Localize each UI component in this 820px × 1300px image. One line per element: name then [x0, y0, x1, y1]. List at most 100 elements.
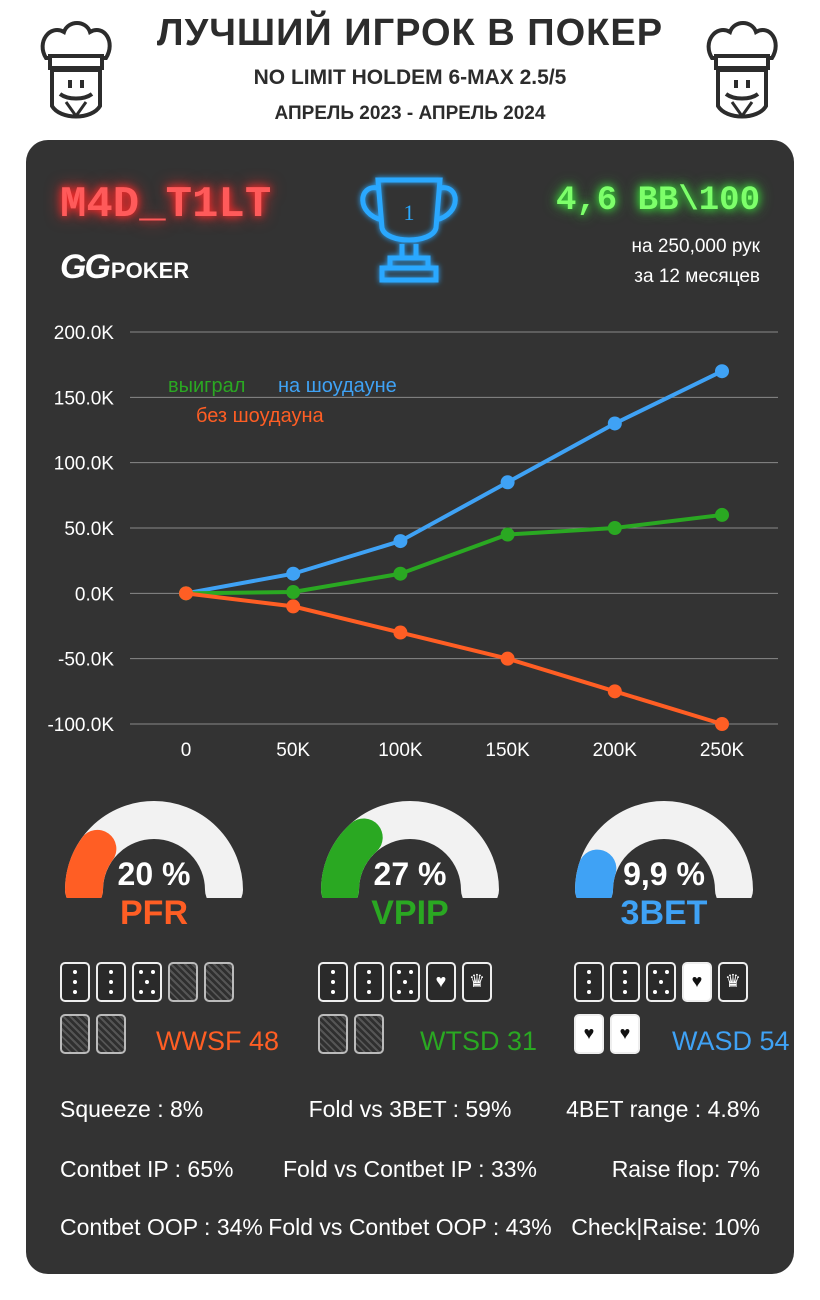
- data-point-won: [286, 585, 301, 600]
- card-five-icon: [132, 962, 162, 1002]
- card-heart-icon: ♥: [610, 1014, 640, 1054]
- y-tick-label: 50.0K: [64, 519, 114, 540]
- stat-squeeze: Squeeze : 8%: [60, 1096, 204, 1122]
- data-point-showdown: [500, 475, 515, 490]
- card-five-icon: [390, 962, 420, 1002]
- logo-gg: GG: [60, 248, 111, 286]
- logo-poker: POKER: [110, 258, 190, 283]
- legend-showdown: на шоудауне: [278, 375, 397, 397]
- stat-check-raise: Check|Raise: 10%: [571, 1214, 760, 1240]
- data-point-no_showdown: [179, 586, 193, 601]
- card-back-icon: [168, 962, 198, 1002]
- gauge-value: 27 %: [373, 856, 447, 892]
- metric-wtsd: WTSD 31: [420, 1026, 538, 1056]
- data-point-showdown: [607, 416, 622, 431]
- header: ЛУЧШИЙ ИГРОК В ПОКЕР NO LIMIT HOLDEM 6-M…: [0, 0, 820, 140]
- y-tick-label: 0.0K: [75, 584, 114, 605]
- card-row-vpip-2: [318, 1014, 384, 1054]
- date-range: АПРЕЛЬ 2023 - АПРЕЛЬ 2024: [274, 103, 546, 124]
- winnings-chart: 200.0K 150.0K 100.0K 50.0K 0.0K -50.0K -100.0K…: [47, 323, 778, 761]
- period: за 12 месяцев: [634, 266, 760, 287]
- series-line-showdown: [185, 369, 723, 596]
- card-back-icon: [96, 1014, 126, 1054]
- trophy-rank: 1: [404, 200, 415, 225]
- x-tick-label: 0: [181, 740, 192, 761]
- gauge-fill: [321, 818, 383, 909]
- stats-card: M4D_T1LT GGPOKER 1 4,6 BB\100 на 250,000…: [26, 140, 794, 1274]
- card-two-icon: [610, 962, 640, 1002]
- gauge-value: 20 %: [117, 856, 191, 892]
- ggpoker-logo: GGPOKER: [60, 248, 189, 287]
- card-back-icon: [354, 1014, 384, 1054]
- card-row-pfr: [60, 962, 234, 1002]
- card-heart-icon: ♥: [574, 1014, 604, 1054]
- x-tick-label: 100K: [378, 740, 423, 761]
- data-point-no_showdown: [393, 625, 408, 640]
- series-line-no_showdown: [185, 591, 723, 726]
- legend-won: выиграл: [168, 375, 245, 397]
- data-point-showdown: [393, 534, 408, 549]
- legend-no-showdown: без шоудауна: [196, 405, 325, 427]
- data-point-showdown: [286, 566, 301, 581]
- data-point-no_showdown: [286, 599, 301, 614]
- stat-contbet-oop: Contbet OOP : 34%: [60, 1214, 263, 1240]
- card-back-icon: [60, 1014, 90, 1054]
- page-subtitle: NO LIMIT HOLDEM 6-MAX 2.5/5: [253, 66, 567, 89]
- card-two-icon: [318, 962, 348, 1002]
- stat-4bet-range: 4BET range : 4.8%: [566, 1096, 760, 1122]
- gauge-label: VPIP: [371, 894, 449, 932]
- data-point-no_showdown: [715, 717, 729, 731]
- x-tick-label: 50K: [276, 740, 310, 761]
- y-tick-label: 100.0K: [54, 454, 115, 475]
- card-two-icon: [96, 962, 126, 1002]
- gauge-arc: [65, 801, 243, 909]
- data-point-won: [500, 527, 515, 542]
- y-tick-label: -100.0K: [47, 715, 114, 736]
- y-tick-label: 150.0K: [54, 388, 115, 409]
- card-two-icon: [574, 962, 604, 1002]
- gauge-fill: [65, 829, 117, 909]
- data-point-won: [607, 521, 622, 535]
- stat-fold-vs-contbet-ip: Fold vs Contbet IP : 33%: [283, 1156, 537, 1182]
- card-back-icon: [204, 962, 234, 1002]
- winrate: 4,6 BB\100: [555, 182, 760, 220]
- metric-wwsf: WWSF 48: [156, 1026, 280, 1056]
- card-two-icon: [354, 962, 384, 1002]
- data-point-showdown: [715, 364, 729, 379]
- card-king-icon: ♛: [718, 962, 748, 1002]
- gauge-fill: [575, 849, 617, 909]
- stat-contbet-ip: Contbet IP : 65%: [60, 1156, 234, 1182]
- card-back-icon: [318, 1014, 348, 1054]
- page-title: ЛУЧШИЙ ИГРОК В ПОКЕР: [156, 12, 664, 54]
- x-tick-label: 200K: [593, 740, 638, 761]
- card-two-icon: [60, 962, 90, 1002]
- gauge-vpip: 27 % VPIP: [318, 798, 502, 938]
- data-point-no_showdown: [607, 684, 622, 699]
- gauge-value: 9,9 %: [623, 856, 705, 892]
- card-heart-icon: ♥: [426, 962, 456, 1002]
- gauge-pfr: 20 % PFR: [62, 798, 246, 938]
- player-name: M4D_T1LT: [60, 180, 272, 230]
- card-five-icon: [646, 962, 676, 1002]
- card-row-3bet: ♥ ♛: [574, 962, 748, 1002]
- card-king-icon: ♛: [462, 962, 492, 1002]
- x-tick-label: 250K: [700, 740, 745, 761]
- data-point-won: [393, 566, 408, 581]
- hands-count: на 250,000 рук: [631, 236, 760, 257]
- stat-fold-vs-contbet-oop: Fold vs Contbet OOP : 43%: [268, 1214, 552, 1240]
- card-row-vpip: ♥ ♛: [318, 962, 492, 1002]
- stat-raise-flop: Raise flop: 7%: [611, 1156, 760, 1182]
- metric-wasd: WASD 54: [672, 1026, 790, 1056]
- x-tick-label: 150K: [485, 740, 530, 761]
- y-tick-label: 200.0K: [54, 323, 115, 344]
- data-point-won: [715, 507, 729, 522]
- card-row-3bet-2: ♥ ♥: [574, 1014, 640, 1054]
- gauge-label: 3BET: [620, 894, 708, 932]
- chef-king-icon: [706, 21, 778, 119]
- gauge-label: PFR: [120, 894, 188, 932]
- hands-info: на 250,000 рук за 12 месяцев: [632, 232, 760, 292]
- gauge-3bet: 9,9 % 3BET: [572, 798, 756, 938]
- chef-king-icon: [40, 21, 112, 119]
- stat-fold-vs-3bet: Fold vs 3BET : 59%: [308, 1096, 512, 1122]
- data-point-no_showdown: [500, 651, 515, 666]
